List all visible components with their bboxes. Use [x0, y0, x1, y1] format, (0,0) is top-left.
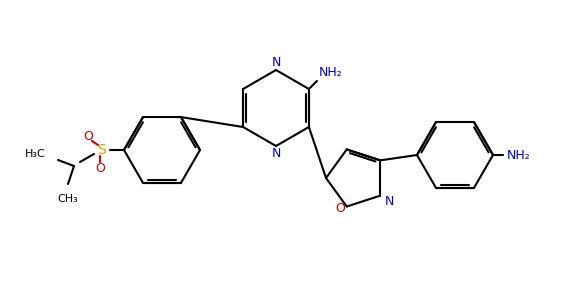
Text: O: O: [335, 202, 345, 215]
Text: CH₃: CH₃: [57, 194, 79, 204]
Text: N: N: [384, 195, 394, 208]
Text: NH₂: NH₂: [319, 66, 343, 79]
Text: NH₂: NH₂: [507, 149, 531, 161]
Text: H₃C: H₃C: [25, 149, 46, 159]
Text: N: N: [271, 147, 281, 160]
Text: N: N: [271, 56, 281, 69]
Text: S: S: [98, 143, 106, 157]
Text: O: O: [83, 130, 93, 142]
Text: O: O: [95, 161, 105, 174]
